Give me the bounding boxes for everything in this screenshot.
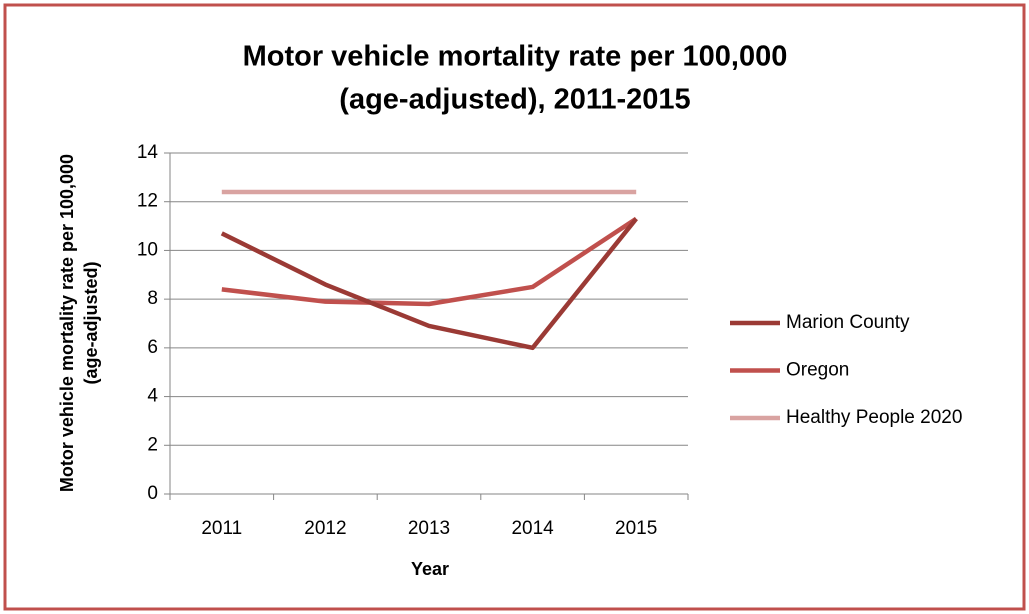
x-tick-label: 2011 — [201, 518, 242, 539]
chart-border — [3, 3, 1026, 611]
legend-label: Healthy People 2020 — [786, 407, 962, 428]
y-tick-label: 14 — [137, 142, 159, 163]
x-tick-label: 2015 — [615, 518, 657, 539]
y-tick-label: 4 — [147, 386, 158, 407]
y-tick-label: 0 — [147, 483, 158, 504]
y-tick-label: 2 — [147, 434, 158, 455]
chart-title: Motor vehicle mortality rate per 100,000 — [243, 41, 788, 73]
x-tick-label: 2013 — [408, 518, 450, 539]
y-tick-label: 12 — [137, 191, 158, 212]
legend-label: Oregon — [786, 360, 849, 381]
y-axis-title: (age-adjusted) — [81, 261, 101, 384]
y-tick-label: 10 — [137, 239, 158, 260]
line — [220, 217, 638, 351]
x-tick-label: 2014 — [511, 518, 554, 539]
x-axis-title: Year — [411, 559, 449, 579]
chart-title: (age-adjusted), 2011-2015 — [339, 84, 690, 116]
legend-label: Marion County — [786, 312, 910, 333]
y-tick-label: 6 — [147, 337, 158, 358]
x-tick-label: 2012 — [304, 518, 346, 539]
y-tick-label: 8 — [147, 288, 158, 309]
y-axis-title: Motor vehicle mortality rate per 100,000 — [57, 154, 77, 492]
line — [221, 216, 638, 307]
